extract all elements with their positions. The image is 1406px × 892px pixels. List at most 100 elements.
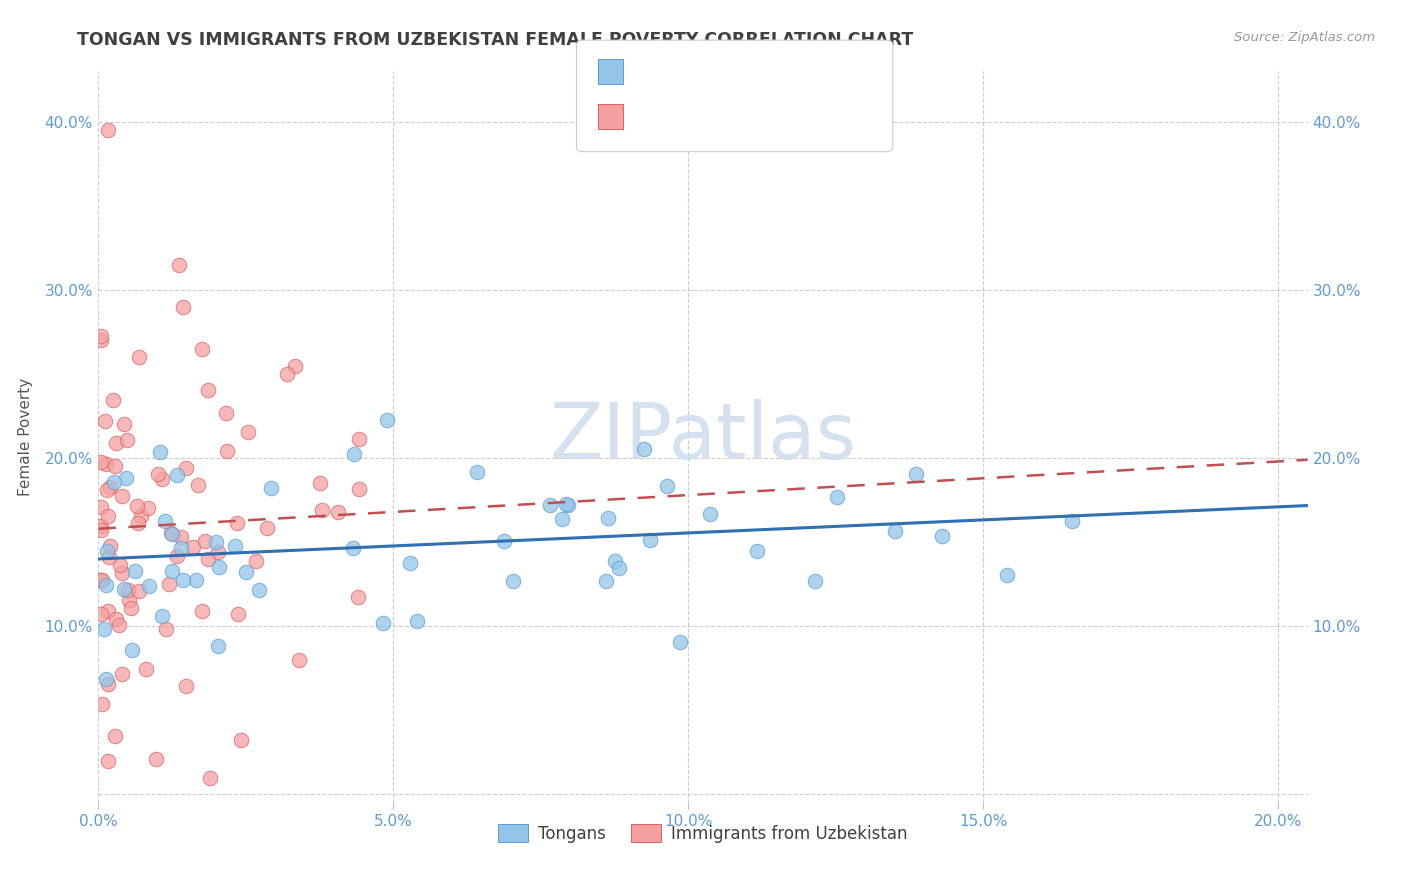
Tongans — [162, 565, 184, 579]
Tongans — [96, 578, 118, 592]
Immigrants from Uzbekistan — [150, 472, 173, 486]
Tongans — [405, 614, 427, 628]
Immigrants from Uzbekistan — [91, 573, 114, 587]
Immigrants from Uzbekistan — [215, 443, 238, 458]
Immigrants from Uzbekistan — [90, 334, 112, 348]
Tongans — [342, 541, 364, 555]
Tongans — [596, 511, 619, 525]
Immigrants from Uzbekistan — [115, 433, 138, 447]
Tongans — [502, 574, 524, 588]
Tongans — [93, 622, 115, 636]
Tongans — [804, 574, 827, 589]
Immigrants from Uzbekistan — [283, 359, 305, 373]
Immigrants from Uzbekistan — [104, 435, 127, 450]
Tongans — [149, 444, 172, 458]
Tongans — [904, 467, 927, 482]
Immigrants from Uzbekistan — [128, 583, 150, 598]
Text: TONGAN VS IMMIGRANTS FROM UZBEKISTAN FEMALE POVERTY CORRELATION CHART: TONGAN VS IMMIGRANTS FROM UZBEKISTAN FEM… — [77, 31, 914, 49]
Immigrants from Uzbekistan — [98, 480, 121, 494]
Immigrants from Uzbekistan — [155, 622, 177, 636]
Tongans — [224, 540, 246, 554]
Immigrants from Uzbekistan — [90, 523, 112, 537]
Tongans — [745, 544, 768, 558]
Text: Source: ZipAtlas.com: Source: ZipAtlas.com — [1234, 31, 1375, 45]
Tongans — [633, 442, 655, 457]
Tongans — [550, 512, 572, 526]
Immigrants from Uzbekistan — [128, 350, 150, 364]
Tongans — [825, 490, 848, 504]
Tongans — [638, 533, 661, 547]
Tongans — [557, 498, 579, 512]
Immigrants from Uzbekistan — [157, 576, 180, 591]
Immigrants from Uzbekistan — [118, 593, 141, 607]
Tongans — [124, 565, 146, 579]
Immigrants from Uzbekistan — [111, 667, 134, 681]
Immigrants from Uzbekistan — [97, 604, 120, 618]
Tongans — [103, 475, 125, 489]
Immigrants from Uzbekistan — [169, 258, 191, 272]
Immigrants from Uzbekistan — [90, 455, 112, 469]
Tongans — [160, 527, 183, 541]
Immigrants from Uzbekistan — [90, 697, 112, 711]
Immigrants from Uzbekistan — [96, 483, 118, 498]
Immigrants from Uzbekistan — [276, 368, 298, 382]
Tongans — [931, 529, 953, 543]
Immigrants from Uzbekistan — [170, 530, 193, 544]
Immigrants from Uzbekistan — [347, 482, 370, 496]
Immigrants from Uzbekistan — [172, 300, 194, 314]
Tongans — [115, 471, 138, 485]
Tongans — [371, 615, 394, 630]
Tongans — [112, 582, 135, 596]
Immigrants from Uzbekistan — [174, 679, 197, 693]
Immigrants from Uzbekistan — [311, 503, 333, 517]
Immigrants from Uzbekistan — [181, 540, 204, 554]
Immigrants from Uzbekistan — [288, 653, 311, 667]
Legend: Tongans, Immigrants from Uzbekistan: Tongans, Immigrants from Uzbekistan — [492, 818, 914, 849]
Immigrants from Uzbekistan — [107, 617, 129, 632]
Immigrants from Uzbekistan — [198, 771, 221, 785]
Immigrants from Uzbekistan — [90, 519, 112, 533]
Immigrants from Uzbekistan — [97, 509, 120, 524]
Immigrants from Uzbekistan — [256, 521, 278, 535]
Immigrants from Uzbekistan — [347, 432, 370, 446]
Immigrants from Uzbekistan — [108, 558, 131, 572]
Text: N =: N = — [735, 109, 772, 124]
Tongans — [375, 412, 398, 426]
Tongans — [607, 561, 630, 575]
Immigrants from Uzbekistan — [226, 607, 249, 621]
Tongans — [1060, 514, 1083, 528]
Immigrants from Uzbekistan — [97, 677, 120, 691]
Tongans — [398, 556, 420, 570]
Immigrants from Uzbekistan — [98, 539, 121, 553]
Immigrants from Uzbekistan — [94, 414, 117, 428]
Immigrants from Uzbekistan — [197, 383, 219, 397]
Immigrants from Uzbekistan — [309, 475, 332, 490]
Tongans — [655, 478, 678, 492]
Text: 0.143: 0.143 — [672, 63, 723, 78]
Immigrants from Uzbekistan — [226, 516, 249, 530]
Tongans — [554, 497, 576, 511]
Tongans — [884, 524, 907, 538]
Text: R =: R = — [630, 109, 665, 124]
Immigrants from Uzbekistan — [98, 549, 121, 564]
Immigrants from Uzbekistan — [104, 612, 127, 626]
Immigrants from Uzbekistan — [117, 582, 139, 597]
Tongans — [94, 672, 117, 686]
Immigrants from Uzbekistan — [97, 123, 120, 137]
Immigrants from Uzbekistan — [191, 604, 214, 618]
Text: ZIPatlas: ZIPatlas — [550, 399, 856, 475]
Immigrants from Uzbekistan — [245, 554, 267, 568]
Tongans — [138, 579, 160, 593]
Tongans — [668, 635, 690, 649]
Tongans — [595, 574, 617, 588]
Tongans — [155, 514, 177, 528]
Tongans — [204, 534, 226, 549]
Tongans — [492, 533, 515, 548]
Immigrants from Uzbekistan — [111, 489, 134, 503]
Text: N =: N = — [735, 63, 772, 78]
Immigrants from Uzbekistan — [135, 663, 157, 677]
Text: R =: R = — [630, 63, 665, 78]
Immigrants from Uzbekistan — [146, 467, 169, 482]
Immigrants from Uzbekistan — [229, 733, 252, 747]
Immigrants from Uzbekistan — [166, 549, 188, 563]
